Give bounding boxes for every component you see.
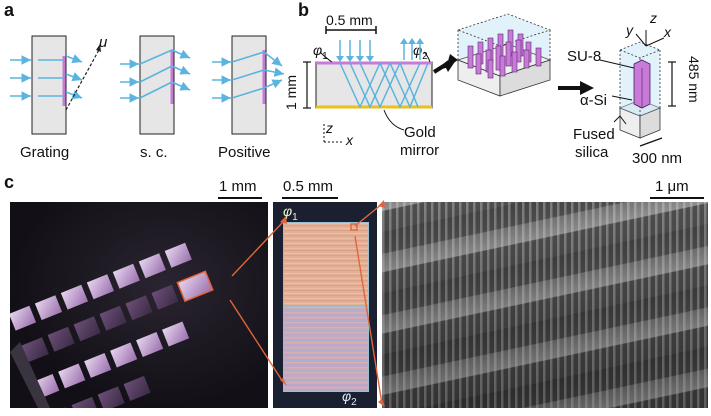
unit-cell: [618, 41, 662, 139]
fused-label-2: silica: [575, 144, 609, 161]
axis-z-label: z: [326, 120, 333, 136]
phi2-label: φ2: [413, 42, 428, 62]
width-300nm-label: 300 nm: [632, 150, 683, 167]
b-scale-label: 0.5 mm: [326, 12, 373, 28]
fused-label-1: Fused: [573, 126, 615, 143]
grating-block: [31, 35, 67, 135]
c-scale2-bar: [282, 197, 338, 199]
axis-y-label: y: [626, 22, 633, 38]
u-label: u: [99, 34, 108, 51]
c-phi1-label: φ1: [283, 203, 298, 223]
panel-b-label: b: [298, 0, 309, 20]
nanopillars: [467, 29, 542, 79]
caption-positive: Positive: [218, 144, 271, 161]
asi-label: α-Si: [580, 92, 608, 109]
c-scale1-bar: [218, 197, 262, 199]
caption-grating: Grating: [20, 144, 70, 161]
device-photo: [10, 202, 268, 408]
c-scale1-label: 1 mm: [219, 178, 257, 195]
sem-photo: [382, 202, 708, 408]
c-scale3-label: 1 μm: [655, 178, 689, 195]
caption-sc: s. c.: [140, 144, 168, 161]
gold-mirror-label-2: mirror: [400, 142, 440, 159]
device-zoom-photo: [273, 202, 377, 408]
axis-x2-label: x: [664, 24, 671, 40]
u-axis: [65, 47, 101, 111]
axis-z2-label: z: [650, 10, 657, 26]
panel-c-label: c: [4, 172, 15, 192]
gold-mirror-label-1: Gold: [404, 124, 436, 141]
su8-label: SU-8: [567, 48, 602, 65]
axis-x-label: x: [346, 132, 353, 148]
panel-a-label: a: [4, 0, 15, 20]
c-scale2-label: 0.5 mm: [283, 178, 334, 195]
c-scale3-bar: [650, 197, 704, 199]
c-phi2-label: φ2: [342, 388, 357, 408]
